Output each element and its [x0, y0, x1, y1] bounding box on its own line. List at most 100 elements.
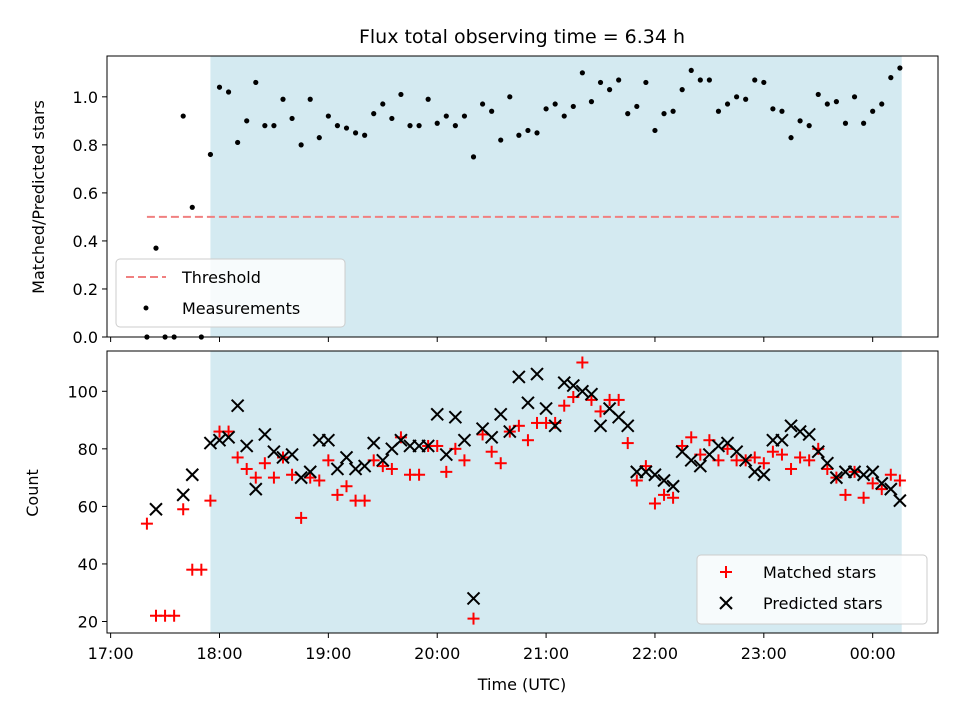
- matched-star-point: [322, 454, 335, 467]
- measurement-point: [679, 87, 685, 93]
- predicted-star-point: [775, 433, 789, 447]
- measurement-point: [570, 103, 576, 110]
- measurement-point: [525, 127, 531, 134]
- matched-star-point: [893, 474, 906, 487]
- predicted-star-point: [875, 476, 889, 491]
- bottom-x-tick-label: 22:00: [632, 644, 678, 663]
- predicted-star-point: [367, 436, 381, 450]
- matched-star-point: [485, 445, 498, 458]
- predicted-stars-points: [149, 367, 907, 606]
- predicted-star-point: [503, 424, 517, 439]
- top-y-axis-label: Matched/Predicted stars: [29, 100, 48, 294]
- measurement-point: [489, 108, 495, 114]
- bottom-x-tick-label: 23:00: [741, 644, 787, 663]
- measurement-point: [153, 245, 159, 251]
- matched-star-point: [494, 457, 507, 470]
- top-y-ticks: 0.0 0.2 0.4 0.6 0.8 1.0: [73, 88, 107, 347]
- top-legend-box: [115, 258, 346, 328]
- matched-star-point: [413, 468, 426, 481]
- matched-star-point: [775, 448, 788, 461]
- measurement-point: [888, 75, 894, 81]
- legend-threshold-label: Threshold: [181, 268, 261, 287]
- top-y-tick-label: 0.4: [73, 232, 98, 251]
- matched-star-point: [240, 462, 253, 475]
- bottom-x-tick-label: 19:00: [305, 644, 351, 663]
- measurement-point: [443, 113, 449, 119]
- top-y-tick-label: 0.0: [73, 328, 98, 347]
- predicted-star-point: [448, 410, 463, 424]
- measurement-point: [479, 101, 486, 107]
- matched-star-point: [612, 393, 625, 406]
- bottom-x-tick-label: 18:00: [196, 644, 242, 663]
- matched-star-point: [839, 488, 852, 501]
- predicted-star-point: [802, 427, 816, 442]
- measurement-point: [216, 84, 223, 90]
- bottom-x-axis-label: Time (UTC): [477, 675, 566, 694]
- matched-star-point: [576, 356, 589, 369]
- bottom-panel: 20 40 60 80 100 17:00 18:00 19:00 20:00 21:00 22:…: [23, 350, 939, 694]
- measurement-point: [534, 130, 540, 136]
- measurement-point: [788, 135, 794, 141]
- matched-star-point: [304, 471, 317, 484]
- predicted-star-point: [829, 470, 844, 485]
- predicted-star-point: [376, 453, 390, 468]
- legend-predicted-swatch: [719, 596, 733, 610]
- bottom-y-ticks: 20 40 60 80 100: [67, 382, 107, 631]
- matched-star-point: [521, 434, 534, 447]
- measurement-point: [734, 94, 740, 100]
- matched-star-point: [467, 612, 480, 625]
- measurement-point: [597, 79, 604, 86]
- measurement-point: [271, 123, 277, 129]
- legend-measurements-label: Measurements: [182, 299, 300, 318]
- measurement-point: [579, 70, 585, 76]
- top-legend: Threshold Measurements: [115, 258, 346, 328]
- measurement-point: [761, 79, 767, 86]
- measurement-point: [779, 108, 785, 114]
- measurement-point: [724, 101, 731, 107]
- predicted-star-point: [584, 387, 599, 401]
- predicted-star-point: [748, 465, 762, 479]
- bottom-y-tick-label: 40: [78, 555, 98, 574]
- predicted-star-point: [221, 430, 236, 445]
- measurement-point: [280, 96, 286, 102]
- matched-star-point: [385, 462, 398, 475]
- measurement-point: [815, 91, 821, 98]
- matched-star-point: [748, 451, 761, 464]
- matched-star-point: [358, 494, 371, 507]
- measurement-point: [325, 113, 331, 119]
- measurement-point: [461, 113, 468, 119]
- measurement-point: [244, 118, 250, 124]
- legend-matched-label: Matched stars: [763, 563, 876, 582]
- bottom-y-tick-label: 80: [78, 440, 98, 459]
- matched-star-point: [676, 439, 689, 452]
- measurement-point: [561, 113, 567, 119]
- measurement-point: [770, 106, 776, 112]
- bottom-x-ticks: 17:00 18:00 19:00 20:00 21:00 22:00 23:00 00:00: [88, 633, 896, 663]
- matched-star-point: [866, 477, 879, 490]
- bottom-legend-box: [696, 554, 928, 625]
- predicted-star-point: [784, 419, 798, 433]
- predicted-star-point: [521, 396, 535, 410]
- measurement-point: [180, 113, 186, 119]
- predicted-star-point: [557, 375, 571, 390]
- measurement-point: [235, 139, 241, 146]
- matched-star-point: [249, 471, 262, 484]
- predicted-star-point: [267, 445, 281, 459]
- matched-star-point: [231, 451, 244, 464]
- matched-star-point: [204, 494, 217, 507]
- top-x-ticks: [110, 337, 874, 342]
- measurement-points: [144, 65, 903, 340]
- predicted-star-point: [466, 591, 481, 606]
- predicted-star-point: [711, 439, 726, 453]
- predicted-star-point: [847, 465, 862, 479]
- measurement-point: [362, 132, 368, 138]
- matched-star-point: [295, 511, 308, 524]
- predicted-star-point: [203, 436, 218, 450]
- top-y-tick-label: 0.2: [73, 280, 98, 299]
- matched-star-point: [757, 457, 770, 470]
- bottom-x-tick-label: 00:00: [850, 644, 896, 663]
- bottom-x-tick-label: 21:00: [523, 644, 569, 663]
- bottom-y-tick-label: 60: [78, 497, 98, 516]
- predicted-star-point: [330, 462, 345, 476]
- measurement-point: [289, 115, 295, 122]
